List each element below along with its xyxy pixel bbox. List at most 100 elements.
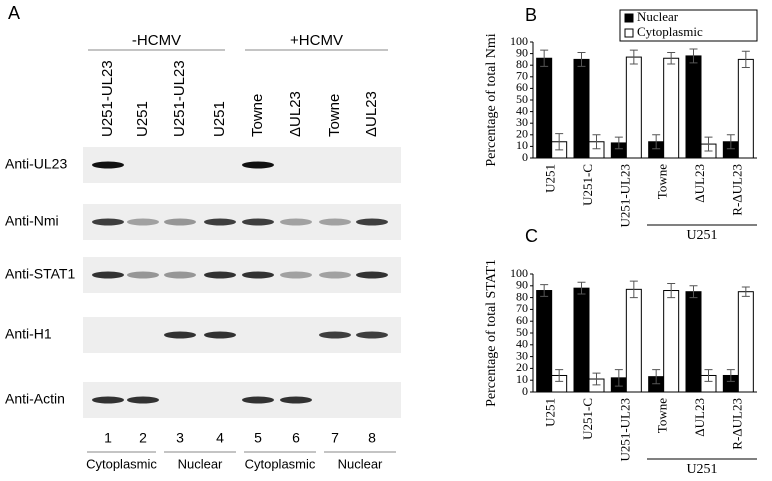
bar bbox=[573, 287, 590, 393]
x-tick-label: ΔUL23 bbox=[692, 164, 707, 203]
lane-label: U251 bbox=[211, 101, 228, 137]
row-label: Anti-UL23 bbox=[5, 156, 67, 172]
y-tick-label: 10 bbox=[516, 372, 528, 386]
legend-swatch bbox=[624, 13, 634, 23]
fraction-label: Nuclear bbox=[338, 456, 383, 471]
error-bar bbox=[704, 136, 713, 152]
band bbox=[242, 271, 274, 279]
error-bar bbox=[667, 282, 676, 299]
error-bar bbox=[614, 136, 623, 150]
band bbox=[127, 271, 159, 279]
lane-label: Towne bbox=[326, 94, 343, 137]
error-bar bbox=[726, 369, 735, 382]
x-tick-label: ΔUL23 bbox=[692, 398, 707, 437]
band bbox=[242, 396, 274, 404]
bar bbox=[573, 58, 590, 159]
y-tick-label: 80 bbox=[516, 57, 528, 71]
band bbox=[204, 331, 236, 339]
error-bar bbox=[652, 134, 661, 150]
row-label: Anti-Nmi bbox=[5, 213, 59, 229]
y-tick-label: 80 bbox=[516, 289, 528, 303]
group-label: +HCMV bbox=[290, 32, 343, 49]
x-tick-label: U251-UL23 bbox=[617, 164, 632, 228]
x-tick-label: U251-C bbox=[580, 398, 595, 440]
y-tick-label: 90 bbox=[516, 45, 528, 59]
lane-number: 8 bbox=[368, 430, 376, 446]
y-tick-label: 50 bbox=[516, 92, 528, 106]
error-bar bbox=[667, 51, 676, 65]
lane-label: U251-UL23 bbox=[171, 60, 188, 137]
error-bar bbox=[577, 51, 586, 67]
lane-number: 6 bbox=[292, 430, 300, 446]
legend-label: Nuclear bbox=[637, 9, 679, 24]
lane-label: ΔUL23 bbox=[363, 91, 380, 137]
lane-number: 4 bbox=[216, 430, 224, 446]
legend-box bbox=[619, 9, 758, 42]
error-bar bbox=[704, 369, 713, 382]
fraction-label: Cytoplasmic bbox=[86, 456, 157, 471]
bar bbox=[663, 57, 680, 159]
row-label: Anti-Actin bbox=[5, 391, 65, 407]
blot-strip bbox=[83, 317, 401, 353]
y-tick-label: 0 bbox=[522, 384, 528, 398]
error-bar bbox=[592, 372, 601, 386]
error-bar bbox=[741, 50, 750, 69]
panel-label: C bbox=[525, 226, 538, 246]
x-tick-label: U251-C bbox=[580, 164, 595, 206]
lane-number: 3 bbox=[176, 430, 184, 446]
band bbox=[242, 218, 274, 226]
y-tick-label: 70 bbox=[516, 69, 528, 83]
panel-label: B bbox=[525, 5, 537, 25]
error-bar bbox=[540, 49, 549, 67]
band bbox=[319, 271, 351, 279]
y-tick-label: 30 bbox=[516, 348, 528, 362]
bar bbox=[625, 56, 642, 159]
lane-label: U251-UL23 bbox=[99, 60, 116, 137]
y-axis-label: Percentage of total STAT1 bbox=[484, 259, 499, 407]
bar bbox=[737, 58, 754, 159]
legend-swatch bbox=[624, 28, 634, 38]
band bbox=[127, 218, 159, 226]
lane-number: 2 bbox=[139, 430, 147, 446]
legend-label: Cytoplasmic bbox=[637, 24, 703, 39]
lane-number: 1 bbox=[104, 430, 112, 446]
error-bar bbox=[629, 49, 638, 65]
x-tick-label: U251 bbox=[543, 398, 558, 427]
error-bar bbox=[726, 134, 735, 150]
error-bar bbox=[540, 284, 549, 297]
y-tick-label: 40 bbox=[516, 337, 528, 351]
band bbox=[164, 331, 196, 339]
error-bar bbox=[689, 48, 698, 64]
band bbox=[92, 271, 124, 279]
error-bar bbox=[629, 280, 638, 299]
band bbox=[242, 161, 274, 169]
bar bbox=[536, 290, 553, 393]
bar bbox=[536, 57, 553, 159]
y-tick-label: 50 bbox=[516, 325, 528, 339]
error-bar bbox=[592, 134, 601, 150]
group-label: -HCMV bbox=[132, 32, 181, 49]
error-bar bbox=[614, 369, 623, 387]
row-label: Anti-H1 bbox=[5, 326, 52, 342]
y-tick-label: 20 bbox=[516, 127, 528, 141]
band bbox=[92, 161, 124, 169]
bar bbox=[685, 55, 702, 159]
band bbox=[280, 218, 312, 226]
band bbox=[127, 396, 159, 404]
band bbox=[319, 218, 351, 226]
error-bar bbox=[555, 133, 564, 151]
y-tick-label: 100 bbox=[510, 266, 528, 280]
y-axis-label: Percentage of total Nmi bbox=[484, 33, 499, 166]
band bbox=[280, 396, 312, 404]
band bbox=[92, 218, 124, 226]
band bbox=[204, 218, 236, 226]
band bbox=[204, 271, 236, 279]
band bbox=[280, 271, 312, 279]
band bbox=[356, 271, 388, 279]
bar bbox=[737, 291, 754, 393]
y-tick-label: 30 bbox=[516, 115, 528, 129]
band bbox=[356, 218, 388, 226]
fraction-label: Nuclear bbox=[178, 456, 223, 471]
band bbox=[356, 331, 388, 339]
